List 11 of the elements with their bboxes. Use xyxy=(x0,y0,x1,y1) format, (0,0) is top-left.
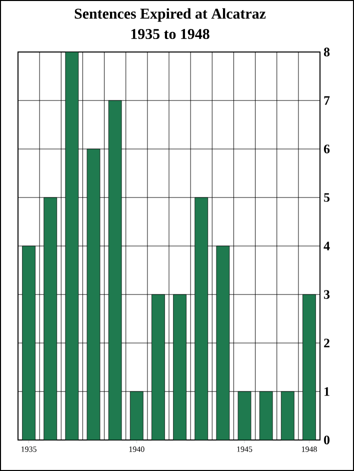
chart-title: Sentences Expired at Alcatraz xyxy=(74,8,266,22)
y-tick-label: 0 xyxy=(324,436,330,444)
y-tick-label: 4 xyxy=(324,242,330,250)
y-tick-label: 8 xyxy=(324,48,330,56)
y-tick-label: 3 xyxy=(324,290,330,299)
y-tick-label: 7 xyxy=(324,96,330,105)
y-tick-label: 2 xyxy=(324,338,330,348)
y-tick-label: 6 xyxy=(324,144,330,154)
y-tick-label: 1 xyxy=(324,387,330,396)
y-tick-label: 5 xyxy=(324,193,330,202)
chart-subtitle: 1935 to 1948 xyxy=(131,28,210,40)
